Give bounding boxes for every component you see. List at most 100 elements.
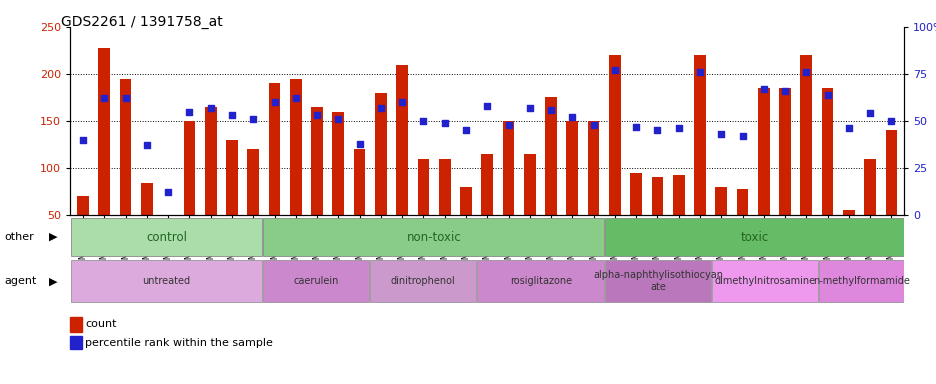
Point (330, 116, 345, 122)
Point (713, 131, 728, 137)
Bar (120, 79, 131, 262)
Bar (162, 260, 174, 262)
Point (564, 114, 579, 120)
Bar (332, 112, 344, 262)
Text: n-methylformamide: n-methylformamide (812, 276, 909, 286)
Point (670, 126, 685, 132)
Text: agent: agent (5, 276, 37, 286)
Bar (263, 218, 604, 257)
Point (309, 112, 324, 118)
Point (203, 105, 218, 111)
Text: ▶: ▶ (49, 276, 57, 286)
Bar (715, 187, 726, 262)
Point (416, 118, 431, 124)
Bar (247, 149, 258, 262)
Bar (77, 196, 89, 262)
Bar (370, 260, 475, 303)
Bar (630, 173, 641, 262)
Text: dimethylnitrosamine: dimethylnitrosamine (714, 276, 815, 286)
Bar (523, 154, 535, 262)
Point (883, 118, 898, 124)
Point (245, 116, 260, 122)
Point (139, 142, 154, 149)
Bar (396, 65, 407, 262)
Bar (799, 55, 812, 262)
Text: rosiglitazone: rosiglitazone (509, 276, 571, 286)
Point (118, 95, 133, 101)
Text: ▶: ▶ (49, 232, 57, 242)
Point (437, 120, 452, 126)
Bar (863, 159, 875, 262)
Bar (694, 55, 705, 262)
Text: non-toxic: non-toxic (406, 231, 461, 243)
Point (862, 110, 877, 116)
Point (182, 109, 197, 115)
Point (543, 107, 558, 113)
Text: control: control (146, 231, 187, 243)
Text: count: count (85, 319, 117, 329)
Bar (98, 48, 110, 262)
Text: alpha-naphthylisothiocyan
ate: alpha-naphthylisothiocyan ate (592, 270, 723, 292)
Point (755, 86, 770, 92)
Bar (183, 121, 195, 262)
Bar (711, 260, 817, 303)
Text: toxic: toxic (739, 231, 768, 243)
Text: GDS2261 / 1391758_at: GDS2261 / 1391758_at (61, 15, 223, 29)
Point (288, 95, 303, 101)
Point (734, 133, 749, 139)
Point (777, 88, 792, 94)
Point (225, 112, 240, 118)
Bar (672, 175, 684, 262)
Point (373, 105, 388, 111)
Point (76, 137, 91, 143)
Point (841, 126, 856, 132)
Bar (263, 260, 369, 303)
Bar (140, 183, 153, 262)
Bar (842, 210, 854, 262)
Bar (417, 159, 429, 262)
Point (586, 122, 601, 128)
Point (819, 91, 834, 98)
Point (650, 127, 665, 134)
Text: caerulein: caerulein (293, 276, 339, 286)
Bar (481, 154, 492, 262)
Bar (289, 79, 301, 262)
Bar (779, 88, 790, 262)
Bar (605, 260, 710, 303)
Bar (438, 159, 450, 262)
Point (267, 99, 282, 105)
Bar (821, 88, 833, 262)
Point (692, 69, 707, 75)
Bar (885, 131, 897, 262)
Bar (226, 140, 238, 262)
Bar (608, 55, 620, 262)
Point (352, 141, 367, 147)
Text: other: other (5, 232, 35, 242)
Bar (311, 107, 323, 262)
Bar (818, 260, 903, 303)
Bar (502, 121, 514, 262)
Bar (545, 98, 556, 262)
Bar (205, 107, 216, 262)
Bar (587, 121, 599, 262)
Bar (757, 88, 768, 262)
Point (798, 69, 813, 75)
Point (479, 103, 494, 109)
Bar (70, 260, 262, 303)
Point (394, 99, 409, 105)
Bar (736, 189, 748, 262)
Point (458, 127, 473, 134)
Point (521, 105, 536, 111)
Bar (651, 177, 663, 262)
Point (96, 95, 111, 101)
Bar (269, 83, 280, 262)
Point (628, 124, 643, 130)
Point (160, 189, 175, 195)
Point (607, 67, 622, 73)
Bar (605, 218, 903, 257)
Bar (70, 218, 262, 257)
Point (501, 122, 516, 128)
Bar (374, 93, 387, 262)
Text: untreated: untreated (142, 276, 190, 286)
Bar (476, 260, 604, 303)
